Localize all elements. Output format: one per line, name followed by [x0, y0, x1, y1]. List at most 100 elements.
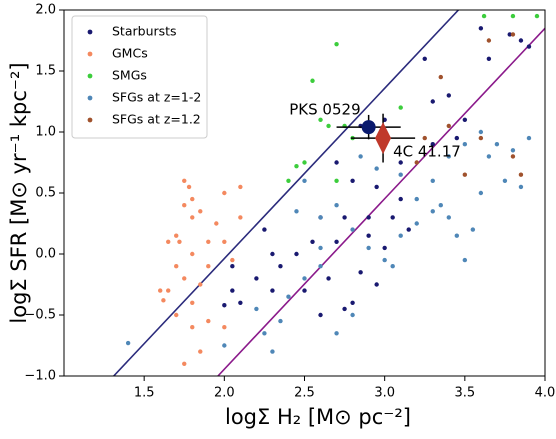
scatter-point: [190, 251, 195, 257]
scatter-point: [398, 172, 403, 177]
scatter-point: [262, 331, 267, 336]
scatter-point: [406, 227, 411, 232]
scatter-point: [526, 135, 532, 141]
scatter-point: [350, 227, 355, 232]
scatter-point: [198, 209, 203, 214]
source-label: 4C 41.17: [393, 143, 461, 161]
scatter-point: [326, 276, 331, 281]
scatter-point: [350, 312, 355, 318]
scatter-point: [486, 56, 492, 61]
scatter-point: [198, 282, 203, 287]
scatter-point: [398, 233, 403, 238]
x-tick-label: 4.0: [535, 386, 556, 401]
plot-area: [113, 10, 545, 376]
x-tick-label: 2.0: [214, 386, 235, 401]
scatter-point: [478, 135, 484, 141]
scatter-point: [414, 196, 419, 202]
scatter-point: [446, 93, 451, 98]
scatter-point: [302, 288, 307, 293]
scatter-point: [222, 303, 227, 308]
scatter-point: [206, 318, 211, 324]
scatter-point: [125, 340, 131, 346]
source-label: PKS 0529: [289, 101, 360, 119]
scatter-point: [270, 349, 275, 354]
scatter-point: [318, 312, 323, 318]
scatter-point: [478, 129, 484, 135]
legend-label: SFGs at z=1-2: [112, 90, 201, 105]
scatter-point: [294, 251, 299, 257]
scatter-point: [334, 178, 339, 183]
scatter-point: [350, 300, 355, 305]
scatter-point: [294, 163, 299, 169]
scatter-point: [214, 221, 219, 226]
scatter-point: [462, 257, 468, 263]
legend-marker: [87, 95, 93, 101]
scatter-point: [494, 142, 500, 147]
scatter-point: [174, 233, 179, 238]
scatter-point: [374, 282, 379, 287]
scatter-point: [534, 13, 540, 19]
scatter-point: [318, 117, 323, 123]
legend-label: Starbursts: [112, 24, 177, 39]
scatter-point: [186, 184, 192, 190]
scatter-point: [342, 306, 347, 312]
scatter-point: [462, 142, 468, 147]
scatter-point: [390, 215, 395, 220]
scatter-point: [422, 56, 427, 61]
scatter-point: [462, 172, 468, 177]
scatter-point: [238, 184, 243, 190]
scatter-point: [350, 178, 355, 183]
scatter-point: [478, 26, 484, 31]
scatter-point: [222, 343, 227, 348]
scatter-point: [430, 99, 435, 104]
scatter-point: [222, 325, 227, 330]
legend-marker: [87, 117, 93, 123]
scatter-point: [158, 288, 163, 293]
scatter-point: [278, 318, 283, 324]
scatter-point: [310, 239, 315, 244]
scatter-point: [310, 78, 315, 83]
scatter-point: [334, 203, 339, 208]
scatter-point: [446, 123, 451, 129]
x-tick-label: 3.0: [374, 386, 395, 401]
source-marker: [375, 122, 392, 155]
scatter-point: [446, 215, 451, 220]
scatter-point: [382, 257, 387, 263]
scatter-point: [238, 215, 243, 220]
scatter-point: [430, 142, 435, 147]
scatter-point: [526, 44, 532, 49]
scatter-point: [374, 166, 379, 171]
scatter-point: [190, 196, 195, 202]
x-tick-label: 3.5: [454, 386, 475, 401]
scatter-point: [414, 221, 419, 226]
scatter-point: [430, 209, 435, 214]
scatter-point: [190, 325, 195, 330]
scatter-point: [366, 215, 371, 220]
legend-label: SMGs: [112, 68, 147, 83]
scatter-point: [230, 264, 235, 269]
y-tick-label: 2.0: [35, 3, 56, 18]
scatter-point: [206, 239, 211, 244]
legend-marker: [87, 29, 93, 35]
scatter-point: [182, 203, 187, 208]
scatter-point: [302, 178, 307, 183]
scatter-point: [358, 270, 363, 275]
scatter-point: [334, 160, 339, 165]
scatter-point: [518, 184, 524, 190]
scatter-point: [286, 178, 291, 183]
scatter-point: [481, 13, 487, 19]
scatter-point: [486, 154, 492, 159]
scatter-point: [510, 154, 516, 159]
scatter-point: [334, 239, 339, 244]
scatter-point: [366, 245, 371, 251]
scatter-point: [262, 227, 267, 232]
y-tick-label: 1.0: [35, 125, 56, 140]
relation-line: [217, 27, 545, 376]
scatter-point: [334, 331, 339, 336]
scatter-point: [254, 276, 259, 281]
scatter-point: [270, 251, 275, 257]
legend-label: SFGs at z=1.2: [112, 112, 201, 127]
scatter-point: [486, 38, 492, 43]
scatter-point: [230, 257, 235, 263]
